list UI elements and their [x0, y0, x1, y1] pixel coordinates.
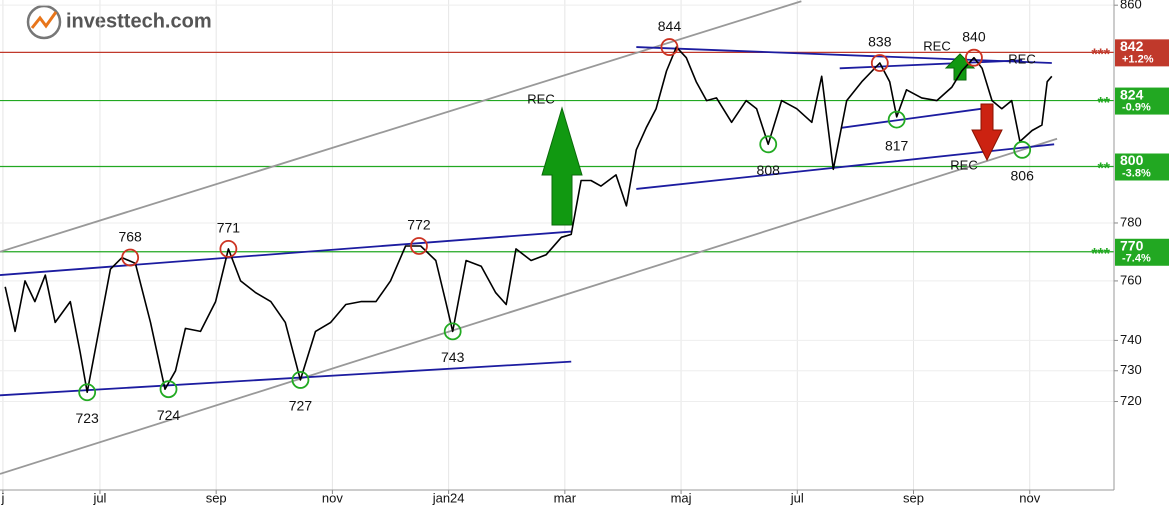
pivot-circle	[159, 380, 178, 399]
pivot-circle	[443, 322, 462, 341]
level-change: -3.8%	[1122, 167, 1151, 179]
pivot-label: 771	[217, 220, 241, 236]
pivot-label: 844	[658, 18, 682, 34]
x-tick-label: j	[0, 490, 4, 505]
level-box	[1115, 87, 1169, 115]
y-tick-label: 740	[1120, 332, 1142, 347]
level-value: 824	[1120, 86, 1144, 102]
level-stars: ***	[1091, 246, 1110, 263]
level-box	[1115, 238, 1169, 266]
signal-label: REC	[923, 38, 950, 53]
pivot-circle	[660, 38, 679, 56]
trend-line	[0, 230, 572, 276]
pivot-circle	[965, 48, 983, 67]
pivot-label: 840	[962, 28, 986, 44]
y-tick-label: 780	[1120, 214, 1142, 229]
x-tick-label: maj	[671, 490, 692, 505]
pivot-label: 743	[441, 349, 465, 365]
pivot-label: 838	[868, 34, 892, 50]
x-tick-label: nov	[1019, 490, 1040, 505]
y-tick-label: 760	[1120, 272, 1142, 287]
level-stars: **	[1098, 161, 1111, 178]
pivot-circle	[121, 248, 140, 267]
trend-line	[0, 137, 1058, 475]
x-tick-label: sep	[206, 490, 227, 505]
x-tick-label: jul	[92, 490, 106, 505]
pivot-label: 768	[118, 228, 142, 244]
pivot-circle	[887, 110, 906, 129]
pivot-circle	[291, 371, 310, 389]
level-value: 800	[1120, 152, 1144, 168]
trend-line	[841, 107, 983, 129]
level-value: 770	[1120, 237, 1144, 253]
signal-label: REC	[950, 157, 977, 172]
pivot-circle	[870, 54, 889, 72]
sell-arrow	[971, 103, 1003, 162]
pivot-label: 724	[157, 407, 181, 423]
x-tick-label: mar	[554, 490, 577, 505]
x-tick-label: sep	[903, 490, 924, 505]
level-box	[1115, 39, 1169, 67]
level-change: +1.2%	[1122, 53, 1154, 65]
logo: investtech.com	[26, 4, 212, 40]
trend-line	[636, 46, 1052, 64]
logo-icon	[26, 4, 62, 40]
pivot-label: 723	[75, 410, 99, 426]
level-stars: ***	[1091, 47, 1110, 64]
signal-label: REC	[1008, 51, 1035, 66]
pivot-circle	[759, 135, 778, 154]
level-change: -7.4%	[1122, 253, 1151, 265]
pivot-label: 772	[407, 217, 431, 233]
logo-text: investtech.com	[66, 10, 212, 32]
trend-line	[839, 59, 1023, 70]
pivot-label: 817	[885, 137, 909, 153]
pivot-circle	[78, 383, 97, 402]
signals: REC REC REC REC	[527, 38, 1036, 226]
x-tick-label: jan24	[432, 490, 465, 505]
y-tick-label: 860	[1120, 0, 1142, 12]
pivot-label: 806	[1011, 168, 1035, 184]
logo-icon	[30, 11, 58, 29]
signal-label: REC	[527, 91, 554, 106]
pivot-circle	[1013, 140, 1032, 159]
price-line	[4, 46, 1053, 393]
level-box	[1115, 153, 1169, 181]
level-change: -0.9%	[1122, 101, 1151, 113]
pivot-label: 727	[289, 398, 313, 414]
trend-line	[0, 0, 802, 253]
pivot-label: 808	[757, 162, 781, 178]
x-tick-label: nov	[322, 490, 343, 505]
x-tick-label: jul	[790, 490, 804, 505]
buy-arrow	[541, 106, 583, 226]
level-stars: **	[1098, 95, 1111, 112]
y-tick-label: 730	[1120, 362, 1142, 377]
pivot-circle	[219, 239, 238, 258]
pivot-circle	[410, 237, 428, 255]
level-value: 842	[1120, 38, 1144, 54]
y-tick-label: 720	[1120, 393, 1142, 408]
